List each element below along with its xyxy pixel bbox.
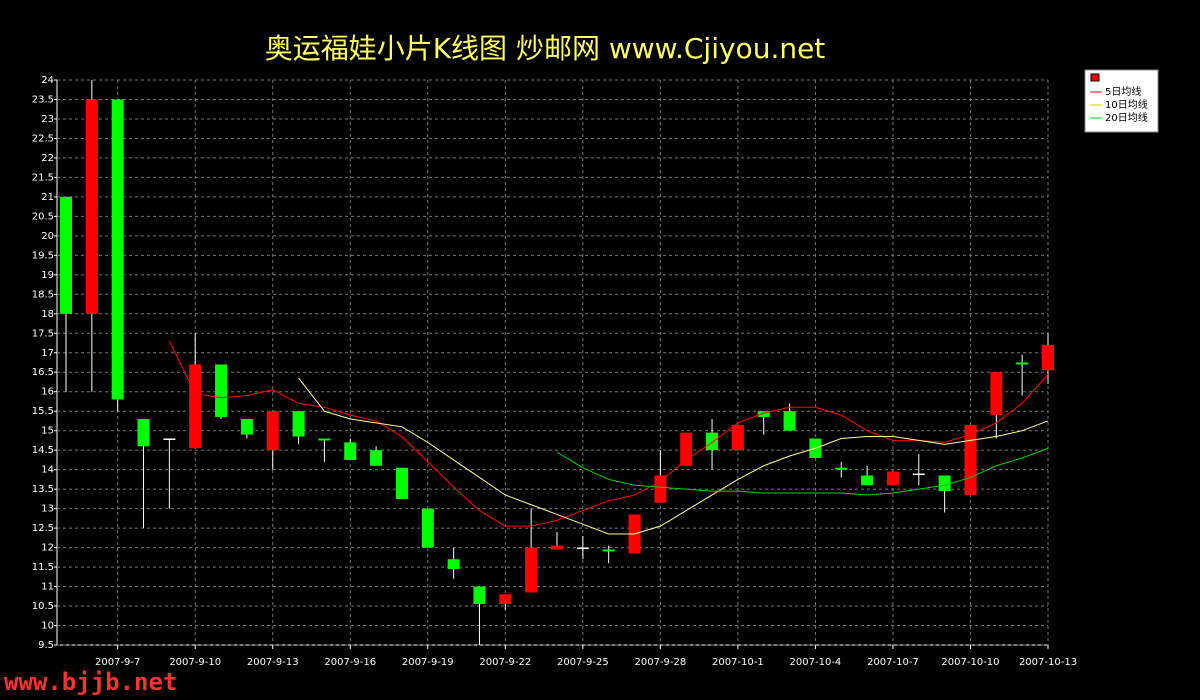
ma-line [168,340,1049,527]
y-tick-label: 17.5 [32,328,54,339]
x-tick-label: 2007-9-19 [402,657,454,668]
x-tick-label: 2007-10-13 [1019,657,1077,668]
candle-body [551,545,563,550]
y-tick-label: 24 [41,75,54,86]
y-tick-label: 13.5 [32,484,54,495]
y-tick-label: 23.5 [32,94,54,105]
candle-body [344,442,357,460]
y-tick-label: 20.5 [32,211,54,222]
candle-body [395,467,408,499]
candle-body [990,372,1003,416]
candle-body [473,586,486,605]
y-tick-label: 19.5 [32,250,54,261]
candle-body [163,438,176,440]
watermark: www.bjjb.net [4,668,177,696]
y-tick-label: 10 [41,621,54,632]
y-tick-label: 13 [41,504,54,515]
candle-body [318,438,331,441]
legend-label: 5日均线 [1105,85,1141,98]
y-tick-label: 20 [41,231,54,242]
y-tick-label: 18.5 [32,289,54,300]
y-tick-label: 19 [41,270,54,281]
candle-body [85,99,98,314]
candle-body [370,450,383,466]
x-tick-label: 2007-9-25 [557,657,609,668]
candle-body [292,411,305,437]
candle-body [964,424,977,495]
y-tick-label: 14.5 [32,445,54,456]
x-tick-label: 2007-10-4 [790,657,842,668]
y-tick-label: 14 [41,465,54,476]
candle-body [757,411,770,418]
y-tick-label: 22 [41,153,54,164]
y-tick-label: 18 [41,309,54,320]
y-tick-label: 21 [41,192,54,203]
candle-body [1016,362,1029,365]
y-tick-label: 9.5 [38,640,54,651]
y-tick-label: 23 [41,114,54,125]
candle-body [421,508,434,548]
candle-body [189,364,202,449]
y-tick-label: 11 [41,582,54,593]
candle-body [886,471,899,486]
legend-label: 20日均线 [1105,111,1148,124]
x-tick-label: 2007-9-16 [324,657,376,668]
candle-body [266,411,279,451]
legend-label: 10日均线 [1105,98,1148,111]
candle-body [602,549,615,552]
candle-body [1042,344,1054,371]
candle-body [499,594,512,605]
candle-body [835,467,848,470]
y-tick-label: 16 [41,387,54,398]
y-tick-label: 16.5 [32,367,54,378]
candle-body [60,196,72,314]
candle-body [215,364,228,418]
x-tick-label: 2007-9-28 [634,657,686,668]
y-tick-label: 15.5 [32,406,54,417]
x-tick-label: 2007-9-7 [95,657,140,668]
chart-title: 奥运福娃小片K线图 炒邮网 www.Cjiyou.net [265,32,826,65]
x-tick-label: 2007-9-10 [169,657,221,668]
candle-body [111,99,124,400]
ma-line [298,377,1049,535]
candle-body [680,432,693,466]
candle-body [938,475,951,492]
y-tick-label: 17 [41,348,54,359]
y-tick-label: 12.5 [32,523,54,534]
candle-body [783,411,796,431]
y-tick-label: 11.5 [32,562,54,573]
x-tick-label: 2007-9-22 [479,657,531,668]
y-tick-label: 15 [41,426,54,437]
y-tick-label: 21.5 [32,172,54,183]
candle-body [137,419,150,447]
y-tick-label: 22.5 [32,133,54,144]
candle-body [654,475,667,503]
candle-body [706,432,719,451]
candle-body [576,547,589,550]
x-tick-label: 2007-10-1 [712,657,764,668]
candle-body [731,424,744,451]
x-tick-label: 2007-9-13 [247,657,299,668]
candle-body [447,559,460,570]
candle-body [912,473,925,476]
candle-body [240,419,253,435]
x-tick-label: 2007-10-10 [941,657,999,668]
x-tick-label: 2007-10-7 [867,657,919,668]
ma-line [556,447,1049,496]
candle-body [525,547,538,593]
legend-candle-icon [1090,73,1100,82]
candle-body [861,475,874,486]
y-tick-label: 10.5 [32,601,54,612]
y-tick-label: 12 [41,543,54,554]
